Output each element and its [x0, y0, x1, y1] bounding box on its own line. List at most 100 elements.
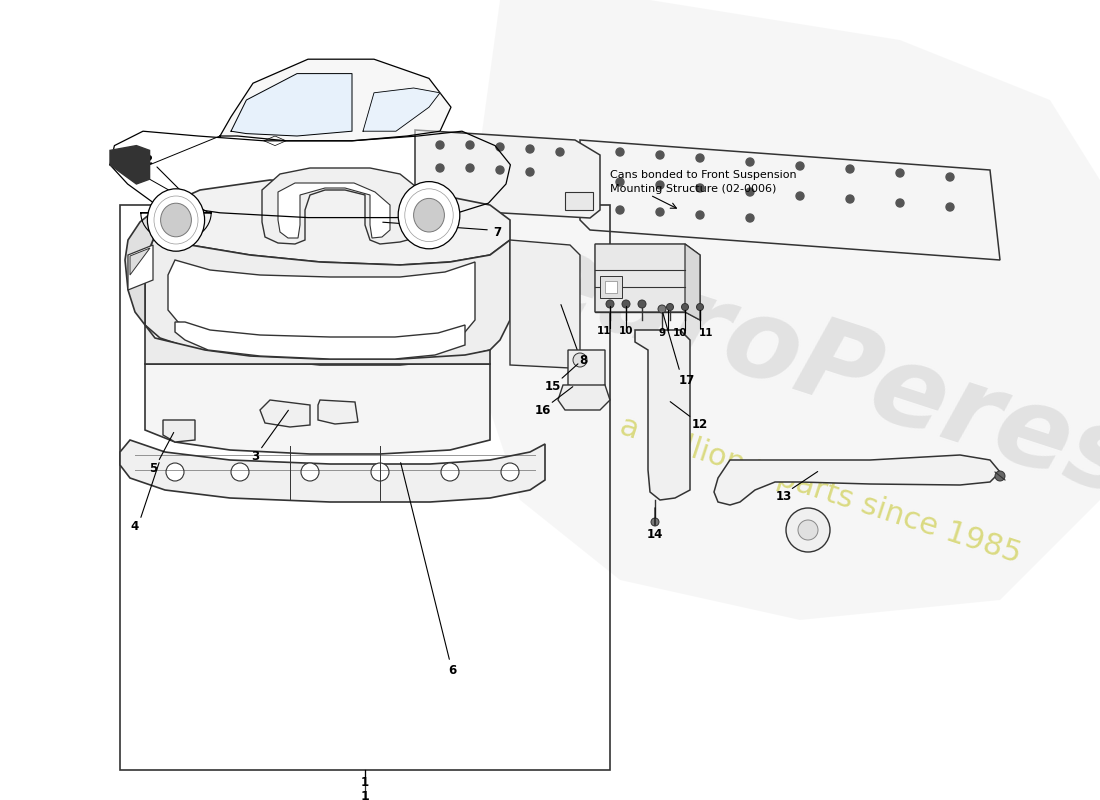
Circle shape — [746, 158, 754, 166]
Text: 10: 10 — [673, 328, 688, 338]
Text: 11: 11 — [596, 326, 612, 336]
Bar — [605, 281, 617, 293]
Circle shape — [496, 166, 504, 174]
Text: 11: 11 — [698, 328, 713, 338]
Circle shape — [616, 206, 624, 214]
Circle shape — [946, 203, 954, 211]
Circle shape — [786, 508, 830, 552]
Bar — [565, 192, 593, 210]
Text: 7: 7 — [493, 226, 502, 238]
Polygon shape — [125, 210, 155, 325]
Text: 10: 10 — [618, 326, 634, 336]
Polygon shape — [278, 183, 390, 238]
Text: Cans bonded to Front Suspension
Mounting Structure (02-0006): Cans bonded to Front Suspension Mounting… — [610, 170, 796, 194]
Circle shape — [746, 214, 754, 222]
Circle shape — [656, 151, 664, 159]
Text: a million+ parts since 1985: a million+ parts since 1985 — [616, 411, 1024, 569]
Circle shape — [846, 195, 854, 203]
Polygon shape — [155, 180, 510, 265]
Polygon shape — [145, 364, 490, 454]
Circle shape — [301, 463, 319, 481]
Polygon shape — [714, 455, 1000, 505]
Circle shape — [696, 303, 704, 310]
FancyBboxPatch shape — [595, 244, 685, 312]
Circle shape — [638, 300, 646, 308]
Circle shape — [616, 178, 624, 186]
Polygon shape — [415, 130, 600, 218]
Polygon shape — [568, 350, 605, 390]
Text: 6: 6 — [448, 663, 456, 677]
Circle shape — [696, 154, 704, 162]
Circle shape — [651, 518, 659, 526]
Circle shape — [696, 211, 704, 219]
Text: 3: 3 — [251, 450, 260, 462]
Text: 1: 1 — [361, 790, 370, 800]
Circle shape — [466, 141, 474, 149]
Circle shape — [606, 300, 614, 308]
Polygon shape — [130, 248, 150, 275]
Circle shape — [436, 164, 444, 172]
Circle shape — [166, 463, 184, 481]
Circle shape — [996, 471, 1005, 481]
Polygon shape — [580, 140, 1000, 260]
Text: 14: 14 — [647, 529, 663, 542]
Circle shape — [526, 168, 534, 176]
Circle shape — [682, 303, 689, 310]
Circle shape — [556, 148, 564, 156]
Circle shape — [696, 184, 704, 192]
Polygon shape — [635, 330, 690, 500]
Bar — [120, 205, 611, 770]
Polygon shape — [595, 244, 700, 320]
Polygon shape — [685, 244, 700, 320]
Text: 17: 17 — [679, 374, 695, 386]
Circle shape — [466, 164, 474, 172]
Text: 2: 2 — [144, 154, 152, 166]
Polygon shape — [231, 74, 352, 136]
Bar — [600, 276, 621, 298]
Circle shape — [573, 353, 587, 367]
Polygon shape — [128, 245, 153, 290]
Polygon shape — [220, 59, 451, 141]
Circle shape — [946, 173, 954, 181]
Circle shape — [371, 463, 389, 481]
Text: 16: 16 — [535, 405, 551, 418]
Polygon shape — [163, 420, 195, 442]
Circle shape — [500, 463, 519, 481]
Circle shape — [796, 192, 804, 200]
Polygon shape — [168, 260, 475, 344]
Polygon shape — [510, 240, 580, 368]
Circle shape — [616, 148, 624, 156]
Circle shape — [496, 143, 504, 151]
Text: euroPeres: euroPeres — [512, 221, 1100, 519]
Circle shape — [796, 162, 804, 170]
Circle shape — [161, 203, 191, 237]
Circle shape — [621, 300, 630, 308]
Circle shape — [414, 198, 444, 232]
Polygon shape — [262, 168, 420, 244]
Polygon shape — [363, 88, 440, 131]
Polygon shape — [318, 400, 358, 424]
Circle shape — [658, 305, 666, 313]
Circle shape — [656, 181, 664, 189]
Circle shape — [398, 182, 460, 249]
Text: 12: 12 — [692, 418, 708, 430]
Text: 9: 9 — [659, 328, 666, 338]
Circle shape — [667, 303, 673, 310]
Text: 4: 4 — [131, 519, 139, 533]
Circle shape — [798, 520, 818, 540]
Polygon shape — [145, 325, 490, 364]
Text: 15: 15 — [544, 381, 561, 394]
Circle shape — [896, 199, 904, 207]
Circle shape — [147, 189, 205, 251]
Circle shape — [441, 463, 459, 481]
Circle shape — [896, 169, 904, 177]
Circle shape — [656, 208, 664, 216]
Polygon shape — [145, 235, 510, 365]
Circle shape — [846, 165, 854, 173]
Text: 8: 8 — [579, 354, 587, 366]
Polygon shape — [470, 0, 1100, 620]
Circle shape — [231, 463, 249, 481]
Polygon shape — [260, 400, 310, 427]
Circle shape — [526, 145, 534, 153]
Circle shape — [436, 141, 444, 149]
